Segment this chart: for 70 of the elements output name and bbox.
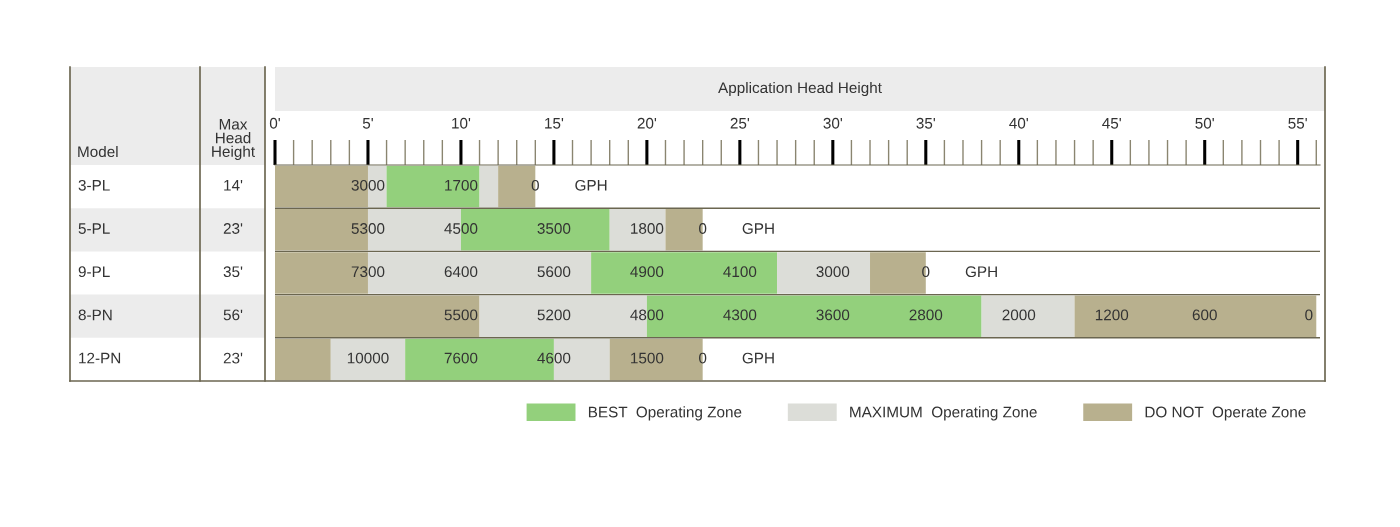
text: 14': [224, 180, 243, 191]
y-tick-label: 8-PN: [78, 309, 112, 321]
legend-label: DO NOT Operate Zone: [1145, 406, 1306, 421]
text: 23': [223, 223, 243, 234]
annotation: GPH: [742, 352, 774, 364]
x-tick-label: 0': [269, 117, 280, 129]
bar: [1074, 295, 1317, 337]
text: 23': [223, 352, 243, 364]
annotation: 6400: [444, 266, 478, 278]
annotation: 4600: [537, 352, 571, 364]
text: 56': [223, 309, 243, 321]
annotation: 4900: [630, 266, 664, 278]
annotation: GPH: [965, 266, 997, 278]
x-tick-label: 25': [730, 117, 750, 129]
annotation: 4500: [444, 223, 478, 234]
y2-axis-title: Max Head Height: [212, 118, 255, 160]
annotation: 3500: [537, 223, 571, 234]
annotation: 1500: [631, 352, 664, 364]
legend-label: MAXIMUM Operating Zone: [850, 406, 1037, 421]
annotation: 1200: [1095, 309, 1129, 321]
x-tick-label: 40': [1009, 117, 1028, 129]
annotation: 5300: [351, 223, 385, 234]
annotation: 0: [531, 179, 539, 191]
x-tick-label: 55': [1288, 117, 1307, 129]
y-tick-label: 9-PL: [78, 266, 110, 278]
bar: [981, 295, 1075, 337]
annotation: 10000: [347, 352, 389, 364]
x-tick-label: 5': [362, 117, 373, 129]
bar: [777, 252, 871, 294]
x-tick-label: 35': [916, 117, 935, 129]
annotation: 5600: [537, 266, 571, 278]
x-tick-label: 30': [823, 117, 843, 129]
legend-label: BEST Operating Zone: [588, 406, 742, 421]
text: 35': [223, 266, 243, 278]
annotation: 2800: [909, 309, 943, 321]
annotation: 4100: [723, 266, 757, 278]
x-tick-label: 15': [545, 117, 564, 129]
bar: [275, 338, 331, 381]
y-tick-label: 5-PL: [78, 223, 110, 234]
annotation: 4300: [723, 309, 757, 321]
annotation: 7300: [351, 266, 385, 278]
x-tick-label: 20': [637, 117, 657, 129]
annotation: 1800: [631, 223, 664, 234]
annotation: 3000: [816, 266, 850, 278]
annotation: 5200: [537, 309, 571, 321]
annotation: 0: [1305, 309, 1313, 321]
bar: [330, 338, 406, 381]
y-tick-label: 3-PL: [78, 179, 110, 191]
annotation: 3000: [351, 179, 385, 191]
annotation: GPH: [575, 179, 607, 191]
x-tick-label: 10': [452, 117, 471, 129]
annotation: 600: [1192, 309, 1217, 321]
annotation: 0: [699, 352, 707, 364]
y-axis-title: Model: [78, 145, 118, 158]
annotation: 3600: [816, 309, 850, 321]
annotation: 5500: [444, 309, 478, 321]
annotation: 0: [699, 223, 707, 234]
bar: [386, 165, 480, 208]
annotation: 4800: [630, 309, 664, 321]
annotation: 0: [922, 266, 930, 278]
annotation: GPH: [742, 223, 774, 234]
x-tick-label: 45': [1102, 117, 1121, 129]
bar: [609, 209, 666, 251]
annotation: 1700: [445, 179, 478, 191]
x-axis-title: Application Head Height: [718, 81, 882, 97]
y-tick-label: 12-PN: [79, 352, 121, 364]
bar: [479, 165, 499, 208]
annotation: 7600: [444, 352, 478, 364]
annotation: 2000: [1002, 309, 1036, 321]
x-tick-label: 50': [1195, 117, 1214, 129]
